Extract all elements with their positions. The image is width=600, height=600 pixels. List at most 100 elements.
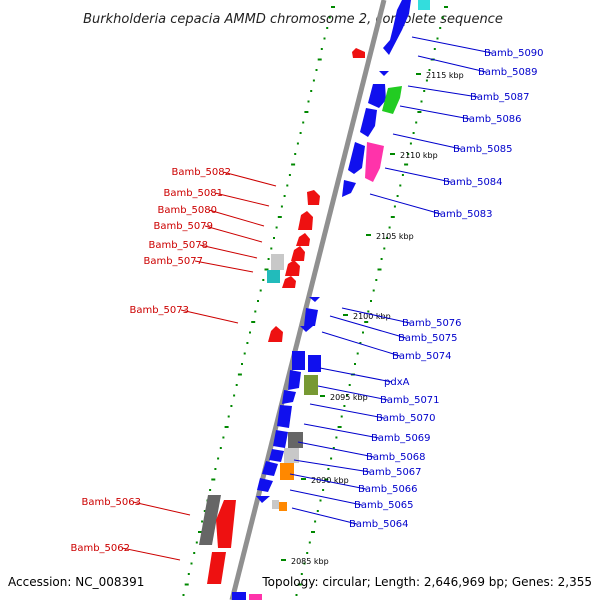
- gene-arrow-red-top: [352, 48, 365, 58]
- leader-line: [289, 473, 367, 490]
- tick-dot: [436, 37, 439, 40]
- gene-label-bamb-5070: Bamb_5070: [376, 413, 436, 424]
- tick-dot: [372, 289, 375, 292]
- tick-dot: [198, 531, 202, 533]
- tick-dot: [324, 478, 329, 481]
- tick-dot: [328, 16, 331, 19]
- tick-dot: [264, 268, 269, 271]
- tick-dot: [377, 268, 382, 271]
- tick-dot: [367, 310, 370, 313]
- gene-block-5065-lightgrey: [272, 500, 279, 509]
- leader-line: [194, 260, 254, 273]
- gene-label-bamb-5085: Bamb_5085: [453, 144, 513, 155]
- gene-label-bamb-5064: Bamb_5064: [349, 519, 409, 530]
- kbp-markers: 2115 kbp 2110 kbp 2105 kbp 2100 kbp 2095 kbp…: [281, 71, 464, 566]
- gene-arrow-5073: [268, 326, 283, 342]
- tick-dot: [433, 48, 436, 50]
- tick-dot: [195, 541, 198, 544]
- tick-dot: [224, 426, 229, 428]
- gene-block-5068-lightgrey: [284, 448, 299, 463]
- tick-dot: [323, 37, 326, 40]
- gene-block-pdxA-blue-a: [292, 351, 305, 370]
- tick-dot: [423, 90, 426, 92]
- gene-arrow-5071: [282, 390, 296, 404]
- gene-arrow-5079: [291, 246, 305, 261]
- tick-dot: [417, 111, 422, 113]
- gene-label-bamb-5066: Bamb_5066: [358, 484, 418, 495]
- tick-dot: [190, 562, 193, 565]
- kbp-label: 2105 kbp: [376, 232, 414, 241]
- tick-dot: [425, 79, 428, 82]
- kbp-label: 2115 kbp: [426, 71, 464, 80]
- gene-arrow-5068: [269, 449, 284, 462]
- tick-dot: [401, 174, 404, 176]
- gene-label-bamb-5087: Bamb_5087: [470, 92, 530, 103]
- gene-label-bamb-5090: Bamb_5090: [484, 48, 544, 59]
- gene-arrow-5081: [298, 211, 313, 230]
- gene-block-5064-orange: [279, 502, 287, 511]
- gene-arrow-5087-blue: [368, 84, 386, 108]
- gene-block-5077-grey: [271, 254, 284, 270]
- gene-arrow-5090: [383, 0, 411, 55]
- leader-line: [369, 193, 442, 215]
- tick-dot: [299, 132, 302, 134]
- gene-label-bamb-5074: Bamb_5074: [392, 351, 452, 362]
- gene-block-top-cyan: [418, 0, 430, 10]
- tick-dot: [428, 69, 431, 71]
- gene-arrow-pdxA: [288, 370, 301, 390]
- tick-dot: [388, 226, 391, 229]
- leader-line: [411, 36, 493, 54]
- tick-dot: [315, 69, 318, 71]
- tick-dot: [322, 489, 325, 491]
- leader-line: [204, 225, 263, 243]
- tick-dot: [404, 163, 409, 166]
- tick-dot: [319, 499, 322, 502]
- gene-block-bottom-pink: [249, 594, 262, 600]
- leader-line: [199, 244, 258, 259]
- tick-dot: [343, 405, 346, 407]
- gene-label-bamb-5071: Bamb_5071: [380, 395, 440, 406]
- leader-line: [297, 441, 375, 458]
- leader-line: [309, 403, 385, 419]
- tick-dot: [280, 205, 283, 208]
- leader-line: [303, 423, 380, 439]
- tick-dot: [439, 27, 442, 29]
- tick-dot: [259, 289, 262, 292]
- leader-line: [407, 85, 479, 98]
- gene-arrow-5082: [307, 190, 320, 205]
- map-title: Burkholderia cepacia AMMD chromosome 2, …: [83, 12, 503, 27]
- tick-dot: [312, 79, 315, 82]
- tick-dot: [209, 489, 212, 491]
- left-strand-labels: Bamb_5082 Bamb_5081 Bamb_5080 Bamb_5079 Bamb…: [70, 167, 277, 561]
- kbp-label: 2085 kbp: [291, 557, 329, 566]
- leader-line: [208, 209, 265, 227]
- tick-dot: [254, 310, 257, 313]
- tick-dot: [300, 573, 303, 575]
- gene-arrow-5078: [285, 260, 300, 276]
- leader-line: [180, 309, 239, 324]
- tick-dot: [393, 205, 396, 208]
- tick-dot: [241, 363, 243, 365]
- leader-line: [341, 307, 411, 324]
- tick-dot: [390, 216, 395, 218]
- tick-dot: [291, 163, 296, 166]
- kbp-tick: [320, 395, 325, 397]
- kbp-label: 2100 kbp: [353, 312, 391, 321]
- tick-dot: [383, 247, 386, 250]
- tick-dot: [297, 583, 302, 586]
- tick-dot: [346, 394, 349, 397]
- gene-label-bamb-5062: Bamb_5062: [70, 543, 130, 554]
- tick-dot: [415, 121, 418, 124]
- tick-dot: [409, 142, 412, 145]
- tick-dot: [235, 384, 238, 386]
- gene-arrow-5066: [257, 478, 273, 492]
- leader-line: [329, 315, 407, 339]
- gene-label-bamb-5073: Bamb_5073: [129, 305, 189, 316]
- tick-dot: [182, 594, 185, 596]
- tick-dot: [306, 552, 309, 554]
- tick-dot: [257, 300, 259, 302]
- gene-block-bottom-blue: [232, 592, 246, 600]
- tick-dot: [331, 6, 335, 8]
- leader-line: [222, 171, 277, 187]
